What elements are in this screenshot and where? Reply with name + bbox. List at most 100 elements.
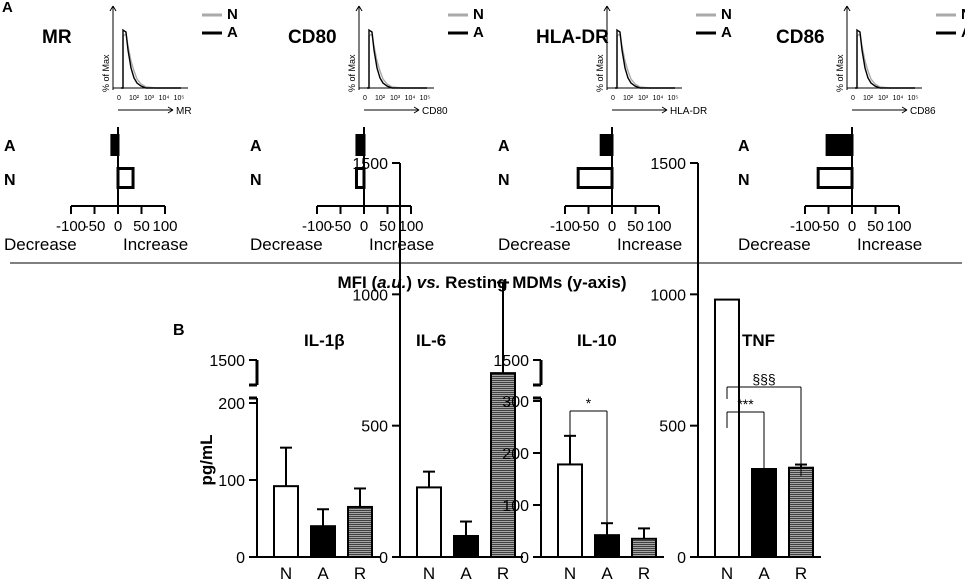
cytokine-bar-r	[631, 537, 657, 558]
y-tick-label: 1500	[650, 156, 686, 173]
histogram-ylabel: % of Max	[347, 54, 357, 92]
histogram-tick: 10⁴	[159, 95, 170, 102]
histogram-xlabel: CD86	[910, 106, 936, 117]
marker-title: CD86	[776, 27, 825, 48]
x-tick-label: N	[423, 564, 435, 583]
histogram-y-arrow-head	[843, 5, 848, 12]
cytokine-bar-n	[416, 486, 442, 559]
mfi-bar-a	[355, 134, 366, 156]
decrease-label: Decrease	[738, 235, 811, 254]
histogram-y-arrow-head	[846, 5, 851, 12]
histogram-ylabel: % of Max	[101, 54, 111, 92]
histogram-trace-a	[121, 28, 181, 89]
histogram-tick: 0	[117, 95, 121, 102]
cytokine-chart-tnf: TNF 0 500 1000 1500 N A R *** §§§	[650, 156, 821, 583]
y-tick-label: 1000	[352, 287, 388, 304]
cytokine-bar-a	[453, 534, 479, 559]
cytokine-bar-a	[751, 468, 777, 558]
histogram-tick: 0	[363, 95, 367, 102]
histogram-tick: 10⁵	[174, 95, 185, 102]
mfi-bar-n	[816, 167, 854, 189]
significance-label: ***	[737, 396, 754, 412]
legend-label-n: N	[961, 6, 965, 23]
x-tick-label: -50	[330, 218, 352, 235]
increase-label: Increase	[123, 235, 188, 254]
increase-label: Increase	[857, 235, 922, 254]
histogram-xlabel: HLA-DR	[670, 106, 707, 117]
y-tick-label: 1500	[493, 353, 529, 370]
x-tick-label: N	[721, 564, 733, 583]
legend-label-a: A	[227, 24, 238, 41]
histogram-x-arrow-head	[167, 106, 174, 111]
x-tick-label: 50	[133, 218, 150, 235]
cytokine-bar-n	[273, 485, 299, 558]
x-tick-label: 50	[627, 218, 644, 235]
histogram-tick: 10³	[144, 95, 155, 102]
histogram-x-arrow-head	[413, 106, 420, 111]
histogram-tick: 0	[851, 95, 855, 102]
x-tick-label: -100	[790, 218, 820, 235]
legend-label-a: A	[721, 24, 732, 41]
x-tick-label: 0	[848, 218, 856, 235]
histogram-y-arrow-head	[112, 5, 117, 12]
x-tick-label: N	[280, 564, 292, 583]
x-tick-label: -100	[550, 218, 580, 235]
cytokine-bar-a	[310, 525, 336, 559]
x-tick-label: A	[601, 564, 613, 583]
y-tick-label: 200	[218, 396, 245, 413]
mfi-bar-n	[116, 167, 135, 189]
x-tick-label: 100	[886, 218, 911, 235]
histogram-x-arrow-head	[167, 109, 174, 114]
histogram-tick: 10⁴	[653, 95, 664, 102]
y-tick-label: 0	[379, 550, 388, 567]
histogram-tick: 10⁵	[668, 95, 679, 102]
histogram-x-arrow-head	[661, 106, 668, 111]
histogram-trace-a	[855, 28, 915, 89]
cytokine-bar-r	[490, 372, 516, 558]
legend-label-n: N	[721, 6, 732, 23]
category-label-a: A	[738, 138, 750, 155]
category-label-n: N	[498, 172, 510, 189]
cytokine-bar-r	[788, 466, 814, 558]
histogram-tick: 10²	[375, 95, 386, 102]
category-label-a: A	[4, 138, 16, 155]
x-tick-label: -100	[56, 218, 86, 235]
histogram-tick: 10²	[129, 95, 140, 102]
significance-label: §§§	[752, 371, 775, 387]
x-tick-label: -50	[84, 218, 106, 235]
x-tick-label: -100	[302, 218, 332, 235]
histogram-tick: 10²	[863, 95, 874, 102]
cytokine-bar-r	[347, 505, 373, 559]
cytokine-bar-n	[557, 463, 583, 558]
y-tick-label: 0	[520, 550, 529, 567]
cytokine-title: IL-6	[416, 331, 446, 350]
x-tick-label: R	[638, 564, 650, 583]
panel-b-label: B	[173, 322, 185, 339]
cytokine-title: TNF	[742, 331, 775, 350]
histogram-tick: 10³	[878, 95, 889, 102]
x-tick-label: A	[460, 564, 472, 583]
histogram-x-arrow-head	[901, 106, 908, 111]
x-tick-label: -50	[818, 218, 840, 235]
y-tick-label: 1500	[209, 353, 245, 370]
histogram-tick: 10⁴	[405, 95, 416, 102]
y-tick-label: 100	[502, 498, 529, 515]
panel-a-label: A	[2, 0, 13, 16]
histogram-trace-a	[615, 28, 675, 89]
histogram-tick: 10⁵	[420, 95, 431, 102]
axis-title-part: vs.	[417, 273, 441, 292]
x-tick-label: A	[758, 564, 770, 583]
decrease-label: Decrease	[4, 235, 77, 254]
histogram-y-arrow-head	[603, 5, 608, 12]
histogram-x-arrow-head	[661, 109, 668, 114]
y-tick-label: 500	[361, 419, 388, 436]
axis-title-part: )	[406, 273, 416, 292]
histogram-y-arrow-head	[355, 5, 360, 12]
histogram-x-arrow-head	[901, 109, 908, 114]
category-label-a: A	[250, 138, 262, 155]
x-tick-label: 0	[360, 218, 368, 235]
mfi-bar-a	[599, 134, 614, 156]
